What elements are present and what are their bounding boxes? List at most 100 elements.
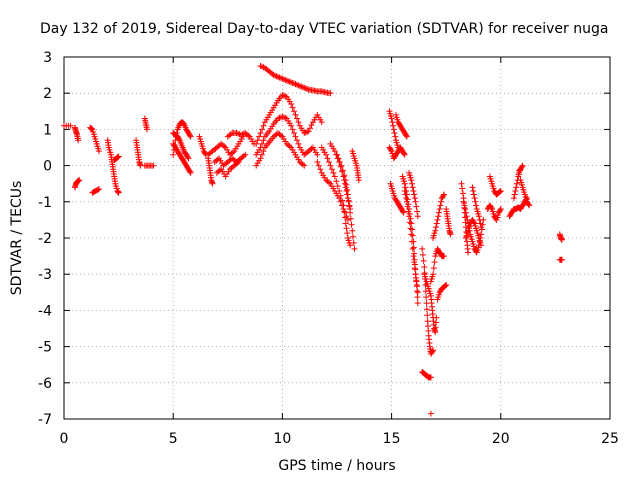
data-point (277, 132, 284, 139)
data-point (478, 242, 485, 249)
data-point (347, 242, 354, 249)
x-tick-label: 15 (383, 431, 401, 447)
data-point (282, 114, 289, 121)
y-tick-label: 2 (43, 86, 52, 102)
data-point (421, 263, 428, 270)
data-point (341, 208, 348, 215)
data-point (328, 166, 335, 173)
data-point (305, 128, 312, 135)
data-point (519, 162, 526, 169)
data-point (435, 213, 442, 220)
data-point (240, 130, 247, 137)
data-point (339, 168, 346, 175)
data-point (295, 119, 302, 126)
data-point (325, 158, 332, 165)
data-point (347, 209, 354, 216)
data-point (350, 239, 357, 246)
data-point (257, 63, 264, 70)
data-point (299, 161, 306, 168)
data-point (414, 283, 421, 290)
data-point (331, 148, 338, 155)
data-point (234, 130, 241, 137)
x-tick-label: 5 (169, 431, 178, 447)
y-tick-label: -1 (38, 195, 52, 211)
data-point (291, 80, 298, 87)
data-point (308, 122, 315, 129)
data-point (327, 90, 334, 97)
data-point (513, 184, 520, 191)
data-point (75, 137, 82, 144)
data-point (282, 76, 289, 83)
data-point (273, 73, 280, 80)
data-point (470, 187, 477, 194)
data-point (279, 75, 286, 82)
data-point (350, 233, 357, 240)
data-point (344, 186, 351, 193)
data-point (242, 151, 249, 158)
data-point (526, 202, 533, 209)
data-point (447, 231, 454, 238)
data-point (342, 177, 349, 184)
data-point (513, 180, 520, 187)
data-point (430, 265, 437, 272)
x-tick-label: 25 (601, 431, 619, 447)
data-point (402, 184, 409, 191)
data-point (478, 224, 485, 231)
data-point (387, 146, 394, 153)
data-point (488, 204, 495, 211)
data-point (259, 151, 266, 158)
data-point (403, 133, 410, 140)
data-point (440, 192, 447, 199)
y-tick-label: 1 (43, 122, 52, 138)
data-point (286, 143, 293, 150)
data-point (475, 213, 482, 220)
data-point (348, 221, 355, 228)
data-point (344, 230, 351, 237)
data-point (259, 126, 266, 133)
data-point (324, 155, 331, 162)
data-point (114, 154, 121, 161)
data-point (423, 300, 430, 307)
data-point (275, 115, 282, 122)
data-point (337, 192, 344, 199)
data-point (407, 225, 414, 232)
data-points (61, 63, 565, 417)
data-point (408, 226, 415, 233)
data-point (279, 92, 286, 99)
data-point (150, 162, 157, 169)
data-point (399, 208, 406, 215)
data-point (413, 277, 420, 284)
data-point (512, 187, 519, 194)
data-point (308, 145, 315, 152)
data-point (339, 167, 346, 174)
data-point (441, 283, 448, 290)
data-point (433, 220, 440, 227)
data-point (317, 166, 324, 173)
data-point (323, 151, 330, 158)
data-point (276, 74, 283, 81)
data-point (114, 154, 121, 161)
data-point (459, 185, 466, 192)
data-point (259, 63, 266, 70)
data-point (185, 155, 192, 162)
data-point (115, 153, 122, 160)
data-point (88, 125, 95, 132)
data-point (286, 78, 293, 85)
y-tick-label: -4 (38, 303, 52, 319)
data-point (280, 92, 287, 99)
data-point (408, 220, 415, 227)
data-point (233, 130, 240, 137)
data-point (341, 172, 348, 179)
data-point (461, 202, 468, 209)
data-point (471, 195, 478, 202)
data-point (470, 191, 477, 198)
data-point (406, 213, 413, 220)
data-point (497, 187, 504, 194)
data-point (87, 125, 94, 132)
data-point (176, 136, 183, 143)
data-point (437, 202, 444, 209)
data-point (470, 219, 477, 226)
data-point (334, 151, 340, 158)
data-point (423, 294, 430, 301)
data-point (304, 85, 311, 92)
